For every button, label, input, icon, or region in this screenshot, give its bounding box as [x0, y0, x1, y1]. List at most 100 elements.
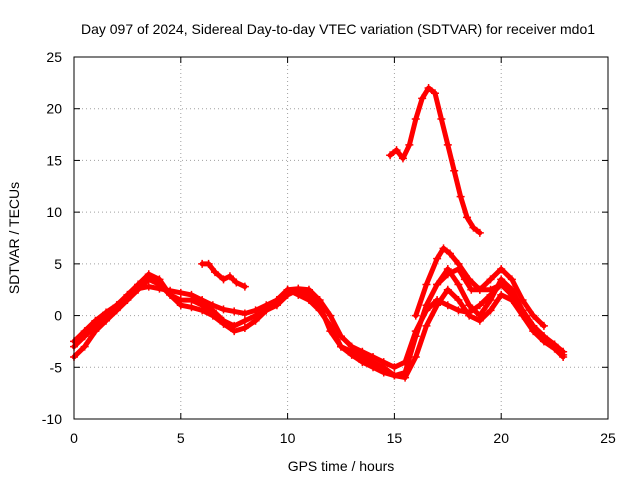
axis-ticks: 0 5 10 15 20 25 -10 -5 0 5 10 15 20 25 — [42, 49, 616, 446]
data-point — [550, 342, 559, 351]
data-point — [497, 290, 506, 299]
data-point — [529, 321, 538, 330]
data-point — [405, 140, 414, 149]
data-point — [390, 363, 399, 372]
data-point — [443, 140, 452, 149]
data-point — [80, 342, 89, 351]
data-point — [460, 275, 469, 284]
data-point — [386, 151, 395, 160]
data-point — [433, 301, 442, 310]
data-point — [463, 213, 472, 222]
data-point — [422, 321, 431, 330]
data-point — [539, 321, 548, 330]
data-point — [230, 327, 239, 336]
data-point — [469, 223, 478, 232]
data-point — [465, 311, 474, 320]
data-point — [507, 275, 516, 284]
data-point — [486, 285, 495, 294]
data-point — [433, 254, 442, 263]
data-point — [347, 350, 356, 359]
data-point — [326, 311, 335, 320]
data-point — [240, 282, 249, 291]
data-point — [486, 296, 495, 305]
data-point — [144, 270, 153, 279]
y-tick-label: -10 — [42, 411, 62, 427]
data-point — [445, 249, 454, 258]
grid-layer — [74, 57, 608, 419]
data-point — [418, 94, 427, 103]
data-point — [219, 319, 228, 328]
data-point — [465, 301, 474, 310]
data-point — [240, 323, 249, 332]
data-point — [486, 275, 495, 284]
data-point — [294, 285, 303, 294]
data-point — [467, 285, 476, 294]
data-point — [454, 306, 463, 315]
series-line — [413, 245, 526, 319]
data-point — [166, 290, 175, 299]
data-point — [204, 259, 213, 268]
data-point — [411, 332, 420, 341]
data-point — [208, 311, 217, 320]
x-axis-label: GPS time / hours — [288, 458, 395, 474]
data-point — [134, 280, 143, 289]
data-point — [443, 270, 452, 279]
data-point — [424, 84, 433, 93]
data-point — [475, 285, 484, 294]
data-point — [176, 301, 185, 310]
data-point — [144, 282, 153, 291]
data-point — [123, 290, 132, 299]
data-point — [187, 296, 196, 305]
data-point — [91, 321, 100, 330]
data-point — [315, 301, 324, 310]
data-point — [251, 316, 260, 325]
data-point — [155, 275, 164, 284]
data-point — [392, 146, 401, 155]
data-point — [454, 296, 463, 305]
data-point — [475, 311, 484, 320]
plot-area — [70, 84, 568, 382]
data-point — [539, 332, 548, 341]
x-tick-label: 25 — [600, 430, 616, 446]
data-point — [232, 278, 241, 287]
data-point — [358, 358, 367, 367]
data-point — [443, 285, 452, 294]
x-tick-label: 20 — [493, 430, 509, 446]
data-point — [219, 275, 228, 284]
series-track-7 — [386, 84, 484, 237]
data-point — [497, 280, 506, 289]
data-point — [176, 288, 185, 297]
data-point — [422, 301, 431, 310]
data-point — [102, 311, 111, 320]
data-point — [497, 265, 506, 274]
data-point — [518, 306, 527, 315]
data-point — [262, 306, 271, 315]
data-point — [219, 305, 228, 314]
data-point — [337, 342, 345, 351]
data-point — [210, 268, 219, 277]
data-point — [112, 301, 121, 310]
x-tick-label: 5 — [177, 430, 185, 446]
data-point — [240, 309, 249, 318]
data-point — [369, 363, 378, 372]
data-point — [443, 301, 452, 310]
series-track-6 — [198, 259, 249, 291]
data-point — [326, 327, 335, 336]
data-point — [283, 290, 292, 299]
data-point — [398, 154, 407, 163]
y-tick-label: 20 — [46, 101, 62, 117]
data-point — [507, 290, 516, 299]
data-point — [430, 89, 439, 98]
data-point — [225, 272, 234, 281]
data-point — [456, 192, 465, 201]
chart-title: Day 097 of 2024, Sidereal Day-to-day VTE… — [81, 21, 595, 37]
data-point — [454, 265, 463, 274]
y-tick-label: 15 — [46, 152, 62, 168]
x-tick-label: 0 — [70, 430, 78, 446]
y-tick-label: 0 — [54, 308, 62, 324]
x-tick-label: 10 — [280, 430, 296, 446]
data-point — [475, 228, 484, 237]
data-point — [439, 244, 448, 253]
